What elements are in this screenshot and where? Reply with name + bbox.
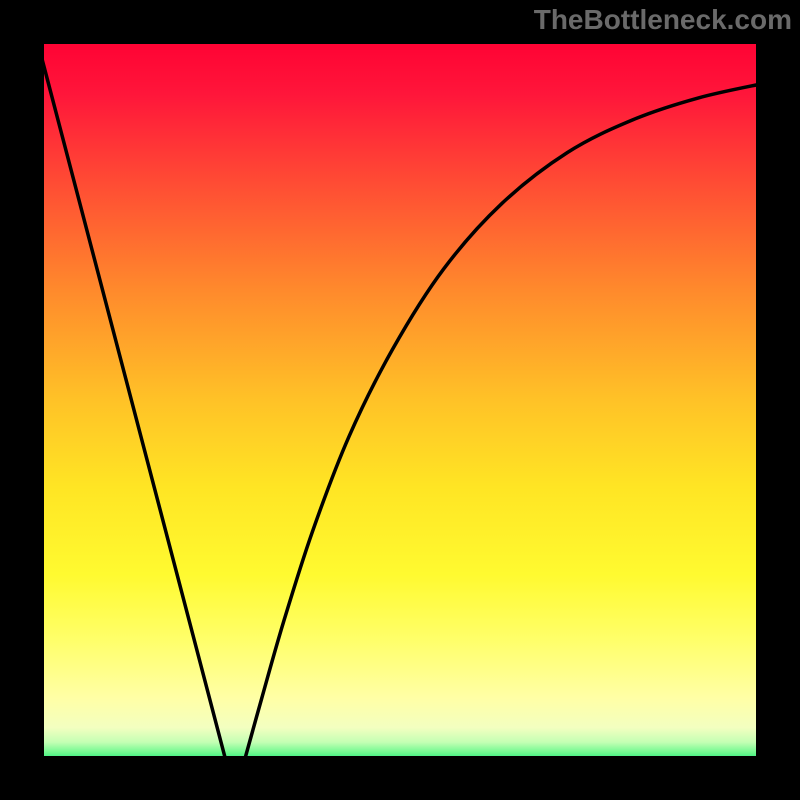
bottleneck-chart <box>0 0 800 800</box>
chart-container: TheBottleneck.com <box>0 0 800 800</box>
watermark-text: TheBottleneck.com <box>534 4 792 36</box>
plot-background <box>36 36 764 764</box>
